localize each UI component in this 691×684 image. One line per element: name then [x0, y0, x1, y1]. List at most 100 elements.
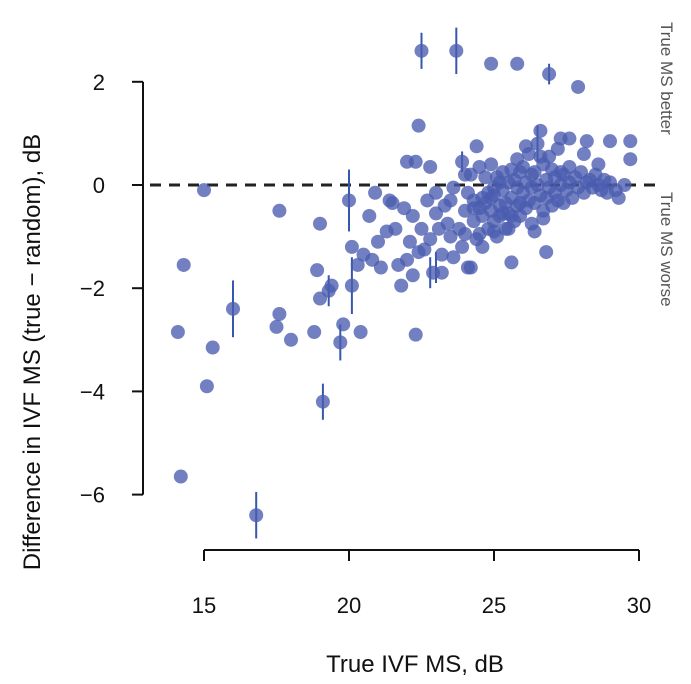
data-point [371, 234, 385, 249]
data-point [533, 123, 548, 138]
data-point [469, 139, 484, 154]
data-point [539, 245, 554, 260]
data-point [458, 227, 472, 242]
data-point [249, 508, 264, 523]
data-point [591, 157, 606, 172]
y-axis-title: Difference in IVF MS (true − random), dB [19, 134, 46, 570]
y-tick-label: 0 [93, 173, 105, 198]
data-point [443, 193, 458, 208]
data-point [542, 67, 557, 82]
data-point [307, 325, 322, 340]
data-point [510, 56, 525, 71]
data-point [524, 167, 539, 182]
data-point [414, 221, 429, 236]
data-point [310, 263, 325, 278]
data-point [501, 221, 516, 236]
data-point [449, 43, 464, 58]
data-point [455, 154, 470, 169]
data-point [504, 255, 519, 270]
x-tick-label: 15 [192, 593, 216, 618]
annotation-true-ms-worse: True MS worse [657, 192, 676, 307]
data-point [475, 239, 490, 254]
data-point [173, 469, 188, 484]
data-point [315, 394, 330, 409]
data-point [556, 196, 571, 211]
data-point [342, 193, 356, 208]
data-point [472, 159, 487, 174]
data-point [562, 131, 577, 146]
data-point [170, 325, 185, 340]
data-point [579, 134, 594, 149]
data-point [553, 165, 568, 180]
y-tick-label: −2 [80, 276, 105, 301]
data-point [623, 152, 638, 167]
data-point [414, 43, 429, 58]
data-point [463, 260, 478, 275]
data-point [536, 211, 551, 226]
x-ticks: 15 20 25 30 [192, 550, 651, 618]
data-point [411, 118, 426, 133]
data-point [446, 250, 461, 265]
y-tick-label: −4 [80, 379, 105, 404]
data-point [518, 139, 533, 154]
data-point [429, 185, 443, 200]
data-point [205, 340, 220, 355]
data-point [466, 201, 481, 216]
data-point [571, 79, 586, 94]
axes-layer [142, 81, 639, 551]
data-point [408, 154, 423, 169]
data-point [197, 183, 211, 198]
data-point [385, 196, 400, 211]
data-point [405, 208, 420, 223]
data-point [533, 149, 548, 164]
data-point [353, 325, 368, 340]
x-tick-label: 30 [627, 593, 651, 618]
data-point [475, 190, 490, 205]
data-point [362, 208, 377, 223]
data-point [176, 257, 191, 272]
data-point [513, 196, 528, 211]
data-point [423, 232, 438, 247]
data-point [440, 216, 455, 231]
data-point [324, 278, 339, 293]
data-point [333, 335, 348, 350]
data-point [527, 224, 542, 239]
data-point [368, 185, 383, 200]
y-tick-label: −6 [80, 483, 105, 508]
x-axis-title: True IVF MS, dB [326, 651, 504, 678]
data-point [611, 190, 626, 205]
data-point [484, 157, 499, 172]
data-point [226, 301, 240, 316]
data-point [434, 265, 449, 280]
data-point [623, 134, 638, 149]
data-point [344, 239, 359, 254]
data-point [617, 178, 632, 192]
data-point [350, 257, 365, 272]
data-point [510, 152, 525, 167]
data-point [405, 268, 420, 283]
data-point [199, 379, 214, 394]
annotation-true-ms-better: True MS better [657, 22, 676, 135]
data-point [388, 221, 403, 236]
data-point [455, 239, 470, 254]
data-point [446, 180, 461, 195]
data-point [478, 170, 493, 185]
data-point [284, 332, 298, 347]
data-point [336, 317, 351, 332]
data-point [423, 159, 438, 174]
data-point [373, 260, 388, 275]
data-point [408, 327, 423, 342]
data-point [458, 167, 472, 182]
y-tick-label: 2 [93, 70, 105, 95]
data-point [492, 175, 507, 190]
data-point [530, 136, 545, 151]
errorbar-layer [232, 27, 551, 539]
data-point [484, 56, 499, 71]
data-point [472, 227, 487, 242]
data-point [269, 319, 284, 334]
x-tick-label: 20 [337, 593, 361, 618]
data-point [504, 208, 519, 223]
points-layer [170, 43, 638, 523]
y-ticks: 2 0 −2 −4 −6 [80, 70, 143, 508]
